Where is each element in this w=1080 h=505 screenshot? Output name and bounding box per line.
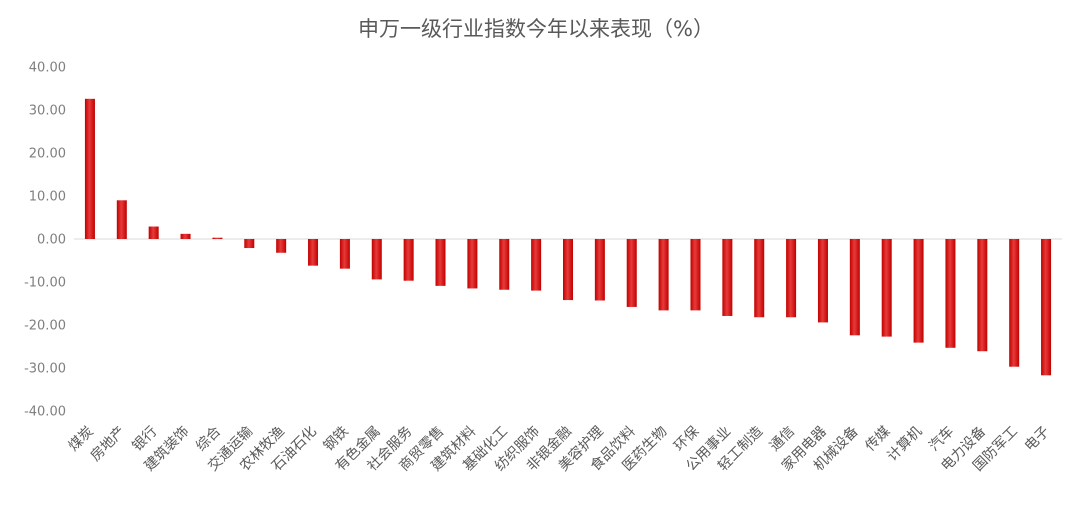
y-tick-label: -10.00 (24, 276, 66, 291)
bar (658, 239, 669, 311)
bar (786, 239, 797, 318)
bar (467, 239, 478, 289)
bar (531, 239, 542, 291)
bar (563, 239, 573, 301)
bar (435, 239, 446, 286)
bar (849, 239, 860, 336)
y-tick-label: 20.00 (29, 147, 66, 162)
chart-title: 申万一级行业指数今年以来表现（%） (358, 17, 714, 41)
bar (626, 239, 637, 307)
y-tick-label: -40.00 (24, 405, 66, 420)
bar (116, 200, 127, 239)
bar (881, 239, 892, 337)
x-tick-label: 计算机 (884, 424, 925, 465)
bar (308, 239, 319, 266)
bar (499, 239, 510, 290)
bar (403, 239, 414, 281)
x-tick-label: 房地产 (88, 424, 129, 465)
bar (180, 233, 191, 239)
bar (84, 98, 95, 239)
bar (594, 239, 605, 301)
y-tick-label: -20.00 (24, 319, 66, 334)
bar (977, 239, 988, 352)
y-tick-label: 0.00 (37, 233, 66, 248)
bar (244, 239, 255, 249)
bar (339, 239, 350, 269)
bar (945, 239, 956, 348)
bar (690, 239, 701, 311)
bar (1009, 239, 1020, 367)
x-tick-label: 电子 (1022, 424, 1053, 455)
bar (276, 239, 287, 253)
bar (1041, 239, 1052, 376)
y-axis-ticks: 40.00 30.00 20.00 10.00 0.00 -10.00 -20.00 -30.… (24, 61, 66, 420)
bar (913, 239, 924, 343)
bar (722, 239, 733, 316)
bar (212, 237, 223, 239)
bar (371, 239, 382, 280)
bar (148, 226, 159, 239)
y-tick-label: 40.00 (29, 61, 66, 76)
y-tick-label: -30.00 (24, 362, 66, 377)
bar-series (84, 98, 1052, 376)
bar (817, 239, 828, 323)
y-tick-label: 10.00 (29, 190, 66, 205)
y-tick-label: 30.00 (29, 104, 66, 119)
bar (754, 239, 765, 318)
